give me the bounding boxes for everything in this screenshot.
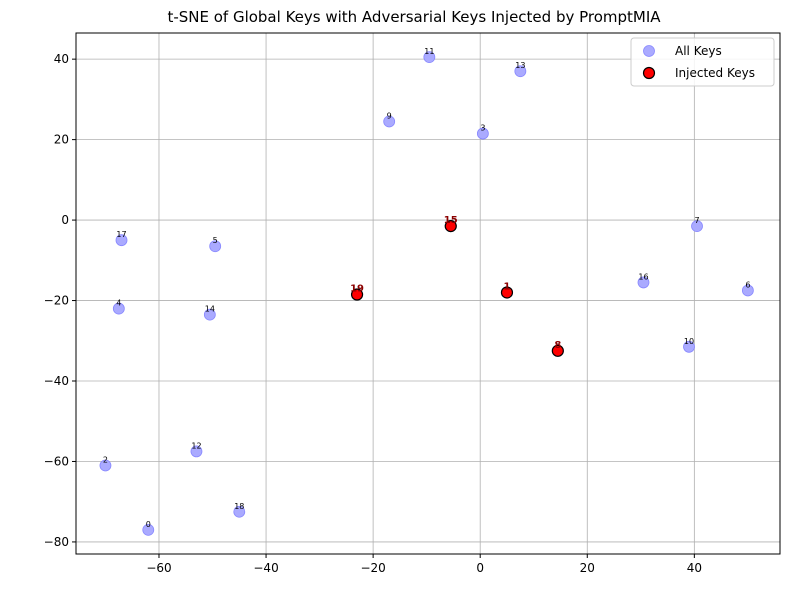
injected-key-point <box>350 288 364 301</box>
point-label: 3 <box>480 124 485 133</box>
grid-lines <box>76 33 780 554</box>
all-keys-point <box>514 65 527 78</box>
point-label: 9 <box>387 112 392 121</box>
legend: All Keys Injected Keys <box>630 37 775 87</box>
x-tick-label: 20 <box>580 561 595 575</box>
all-keys-point <box>190 445 203 458</box>
point-label: 16 <box>638 272 648 281</box>
point-label: 0 <box>146 520 151 529</box>
point-label: 6 <box>745 280 750 289</box>
chart-title: t-SNE of Global Keys with Adversarial Ke… <box>167 8 661 26</box>
legend-label: All Keys <box>675 44 722 58</box>
injected-point-label: 1 <box>503 281 510 292</box>
all-keys-point <box>233 505 246 518</box>
legend-marker <box>643 45 655 57</box>
point-label: 2 <box>103 455 108 464</box>
point-label: 11 <box>424 47 434 56</box>
point-label: 18 <box>234 502 244 511</box>
legend-box <box>630 37 775 87</box>
y-tick-label: −40 <box>44 374 69 388</box>
point-label: 5 <box>213 236 218 245</box>
x-tick-label: −40 <box>253 561 278 575</box>
all-keys-point <box>691 220 703 233</box>
x-tick-label: −20 <box>360 561 385 575</box>
injected-point-label: 8 <box>554 340 561 351</box>
y-tick-label: 40 <box>54 52 69 66</box>
y-tick-label: 20 <box>54 133 69 147</box>
point-label: 4 <box>116 299 121 308</box>
y-tick-label: 0 <box>61 213 69 227</box>
all-keys-point <box>209 240 222 253</box>
injected-point-label: 19 <box>350 284 364 295</box>
point-label: 17 <box>116 230 126 239</box>
all-keys-point <box>203 308 216 321</box>
injected-key-point <box>444 220 457 233</box>
injected-key-point <box>500 286 514 299</box>
x-tick-label: 0 <box>476 561 484 575</box>
y-tick-label: −60 <box>44 454 69 468</box>
point-label: 7 <box>694 216 699 225</box>
all-keys-point <box>383 115 396 128</box>
all-keys-point <box>115 234 128 247</box>
legend-label: Injected Keys <box>675 66 755 80</box>
all-keys-point <box>423 51 436 64</box>
point-label: 12 <box>191 441 201 450</box>
y-tick-label: −20 <box>44 294 69 308</box>
all-keys-point <box>112 302 125 315</box>
all-keys-point <box>637 276 650 289</box>
point-label: 10 <box>684 337 694 346</box>
all-keys-point <box>476 127 489 140</box>
injected-key-point <box>551 344 564 357</box>
all-keys-point <box>741 284 754 297</box>
point-label: 13 <box>515 61 525 70</box>
legend-marker <box>642 66 656 80</box>
x-tick-label: 40 <box>687 561 702 575</box>
all-keys-point <box>99 459 112 472</box>
y-tick-label: −80 <box>44 535 69 549</box>
point-label: 14 <box>205 305 215 314</box>
all-keys-point <box>142 523 155 536</box>
all-keys-point <box>683 340 695 353</box>
injected-point-label: 15 <box>444 215 458 226</box>
plot-frame <box>75 32 781 555</box>
x-tick-label: −60 <box>146 561 171 575</box>
